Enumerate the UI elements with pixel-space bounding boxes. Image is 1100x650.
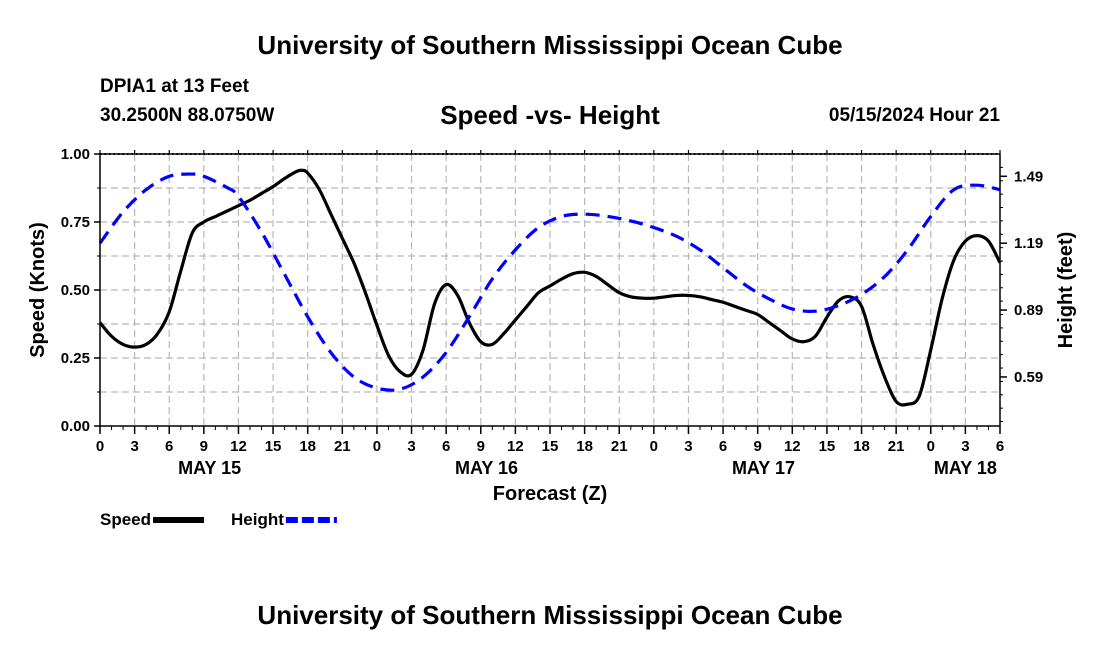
- x-tick-label: 0: [650, 438, 658, 455]
- chart-title: Speed -vs- Height: [440, 100, 660, 130]
- x-tick-label: 18: [299, 438, 316, 455]
- x-tick-label: 6: [996, 438, 1004, 455]
- y2-tick-label: 0.89: [1014, 302, 1043, 319]
- x-tick-label: 3: [130, 438, 138, 455]
- footer-title: University of Southern Mississippi Ocean…: [257, 600, 843, 630]
- legend-label-height: Height: [231, 510, 284, 529]
- x-tick-label: 12: [507, 438, 524, 455]
- day-label: MAY 18: [934, 458, 997, 478]
- y-tick-label: 1.00: [61, 146, 90, 163]
- x-tick-label: 18: [853, 438, 870, 455]
- grid: [100, 154, 1000, 426]
- x-tick-label: 6: [165, 438, 173, 455]
- day-label: MAY 16: [455, 458, 518, 478]
- x-tick-label: 12: [230, 438, 247, 455]
- day-label: MAY 15: [178, 458, 241, 478]
- x-tick-label: 15: [542, 438, 559, 455]
- station-coordinates: 30.2500N 88.0750W: [100, 105, 275, 126]
- x-tick-label: 0: [927, 438, 935, 455]
- day-label: MAY 17: [732, 458, 795, 478]
- x-tick-label: 6: [719, 438, 727, 455]
- x-tick-label: 9: [477, 438, 485, 455]
- x-tick-label: 3: [407, 438, 415, 455]
- series-line-speed: [98, 168, 1002, 407]
- x-tick-label: 0: [373, 438, 381, 455]
- x-tick-label: 15: [265, 438, 282, 455]
- station-label: DPIA1 at 13 Feet: [100, 76, 249, 97]
- y2-tick-label: 1.49: [1014, 168, 1043, 185]
- y2-axis-label: Height (feet): [1055, 232, 1077, 349]
- x-tick-label: 0: [96, 438, 104, 455]
- y-tick-label: 0.00: [61, 418, 90, 435]
- y2-tick-label: 0.59: [1014, 369, 1043, 386]
- y-tick-label: 0.50: [61, 282, 90, 299]
- x-tick-label: 21: [334, 438, 351, 455]
- y2-tick-label: 1.19: [1014, 235, 1043, 252]
- axes: 0 3 6 9 12 15 18 21 0 3 6 9 12 15 18 21 0 3 6 9 12 15 18 21 0 3 6M…: [61, 146, 1043, 478]
- x-tick-label: 12: [784, 438, 801, 455]
- series-line-height: [98, 172, 1001, 392]
- x-tick-label: 6: [442, 438, 450, 455]
- x-tick-label: 9: [754, 438, 762, 455]
- x-tick-label: 18: [576, 438, 593, 455]
- legend: Speed Height: [100, 510, 337, 529]
- x-tick-label: 21: [611, 438, 628, 455]
- x-tick-label: 21: [888, 438, 905, 455]
- forecast-datetime: 05/15/2024 Hour 21: [828, 105, 1000, 126]
- main-title: University of Southern Mississippi Ocean…: [257, 30, 843, 60]
- x-tick-label: 3: [684, 438, 692, 455]
- x-tick-label: 9: [200, 438, 208, 455]
- legend-label-speed: Speed: [100, 510, 151, 529]
- x-axis-label: Forecast (Z): [493, 483, 607, 505]
- x-tick-label: 3: [961, 438, 969, 455]
- series-layer: [98, 168, 1002, 407]
- x-tick-label: 15: [819, 438, 836, 455]
- y-tick-label: 0.25: [61, 350, 90, 367]
- y-axis-label: Speed (Knots): [27, 222, 49, 358]
- y-tick-label: 0.75: [61, 214, 90, 231]
